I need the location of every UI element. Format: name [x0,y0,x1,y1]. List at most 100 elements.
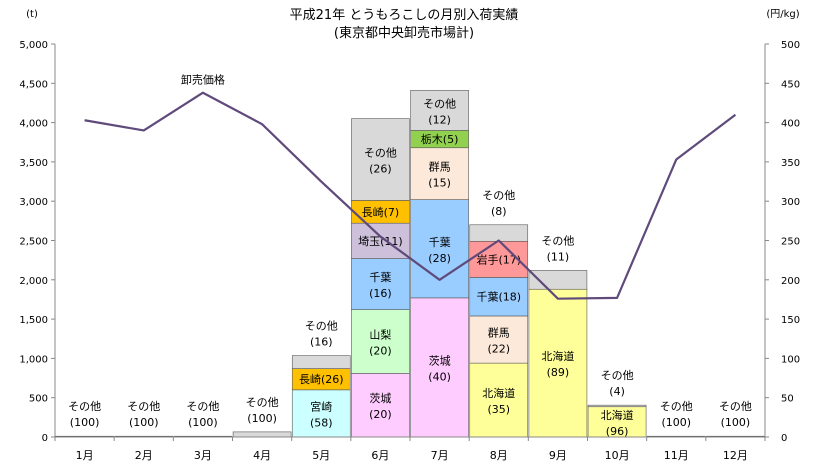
bar-segment [528,288,588,438]
y2-tick-label: 350 [781,158,800,169]
x-tick-label: 11月 [664,449,689,462]
segment-share-label: (100) [661,416,691,429]
x-tick-label: 5月 [312,449,330,462]
segment-label: 千葉(18) [476,290,521,304]
y-tick-label: 2,500 [19,237,48,248]
y2-tick-label: 300 [781,197,800,208]
bar-segment [351,222,410,259]
x-tick-label: 8月 [490,449,508,462]
x-tick-label: 3月 [194,449,212,462]
segment-label: その他 [719,400,752,413]
y2-tick-label: 500 [781,40,800,51]
bar-segment [410,297,469,438]
segment-share-label: (4) [609,385,625,398]
segment-share-label: (12) [428,113,451,126]
x-tick-label: 12月 [723,449,748,462]
segment-share-label: (15) [428,177,451,190]
segment-share-label: (20) [369,345,392,358]
segment-label: 群馬 [429,160,451,174]
x-tick-label: 2月 [135,449,153,462]
price-line-label: 卸売価格 [181,73,225,87]
segment-share-label: (26) [369,163,392,176]
segment-label: その他 [364,147,397,160]
segment-share-label: (100) [188,416,218,429]
chart-subtitle: (東京都中央卸売市場計) [334,25,474,41]
y2-tick-label: 400 [781,119,800,130]
bar-segment [351,373,410,438]
bar-segment [410,147,469,200]
y-tick-label: 4,500 [19,79,48,90]
x-tick-label: 7月 [431,449,449,462]
x-tick-label: 6月 [371,449,389,462]
segment-label: その他 [660,400,693,413]
bar-segment [469,277,529,317]
segment-share-label: (35) [487,403,510,416]
y2-tick-label: 200 [781,276,800,287]
segment-label: 栃木(5) [421,132,459,146]
y-tick-label: 1,500 [19,315,48,326]
segment-label: 千葉 [429,235,451,249]
segment-label: 群馬 [488,326,510,340]
x-tick-label: 10月 [605,449,630,462]
segment-share-label: (100) [129,416,159,429]
segment-label: 長崎(7) [362,205,400,219]
y-tick-label: 3,000 [19,197,48,208]
bar-segment [469,362,529,438]
segment-label: 北海道 [601,408,634,422]
bar-segment [351,118,410,201]
segment-label: 岩手(17) [476,252,521,266]
bar-segment [587,406,647,438]
y-tick-label: 0 [42,433,48,444]
bar-segment [351,258,410,310]
y2-tick-label: 50 [781,394,794,405]
segment-label: その他 [127,400,160,413]
bar-segment [587,404,647,408]
chart-title: 平成21年 とうもろこしの月別入荷実績 [290,7,519,23]
segment-label: その他 [305,320,338,333]
segment-label: 宮崎 [310,399,332,413]
y-tick-label: 1,000 [19,354,48,365]
plot-area: 05001,0001,5002,0002,5003,0003,5004,0004… [19,40,800,462]
segment-label: 茨城 [429,353,451,367]
segment-label: その他 [482,189,515,202]
segment-share-label: (16) [369,287,392,300]
segment-share-label: (100) [70,416,100,429]
segment-share-label: (58) [310,416,333,429]
y-tick-label: 2,000 [19,276,48,287]
bar-segment [291,355,351,369]
segment-label: 北海道 [482,386,515,400]
y2-tick-label: 250 [781,237,800,248]
bar-segment [410,199,469,299]
bar-segment [232,431,292,438]
segment-label: その他 [68,400,101,413]
segment-share-label: (11) [547,250,570,263]
y2-tick-label: 100 [781,354,800,365]
y-tick-label: 500 [29,394,48,405]
segment-label: その他 [541,234,574,247]
segment-share-label: (96) [606,425,629,438]
y-tick-label: 5,000 [19,40,48,51]
segment-label: 長崎(26) [299,372,344,386]
segment-share-label: (22) [487,343,510,356]
segment-share-label: (16) [310,336,333,349]
x-tick-label: 9月 [549,449,567,462]
y2-tick-label: 450 [781,79,800,90]
segment-share-label: (100) [247,412,277,425]
segment-label: 山梨 [369,328,391,342]
segment-label: 北海道 [541,349,574,363]
segment-share-label: (100) [721,416,751,429]
bar-segment [410,90,469,131]
segment-share-label: (20) [369,408,392,421]
bar-segment [469,224,529,242]
y2-axis-unit-label: (円/kg) [766,9,799,20]
segment-share-label: (40) [428,370,451,383]
segment-share-label: (89) [547,366,570,379]
price-line [84,91,737,300]
bar-segment [469,315,529,364]
segment-label: その他 [601,369,634,382]
segment-share-label: (28) [428,252,451,265]
y2-tick-label: 0 [781,433,787,444]
y2-tick-label: 150 [781,315,800,326]
segment-label: 千葉 [369,270,391,284]
